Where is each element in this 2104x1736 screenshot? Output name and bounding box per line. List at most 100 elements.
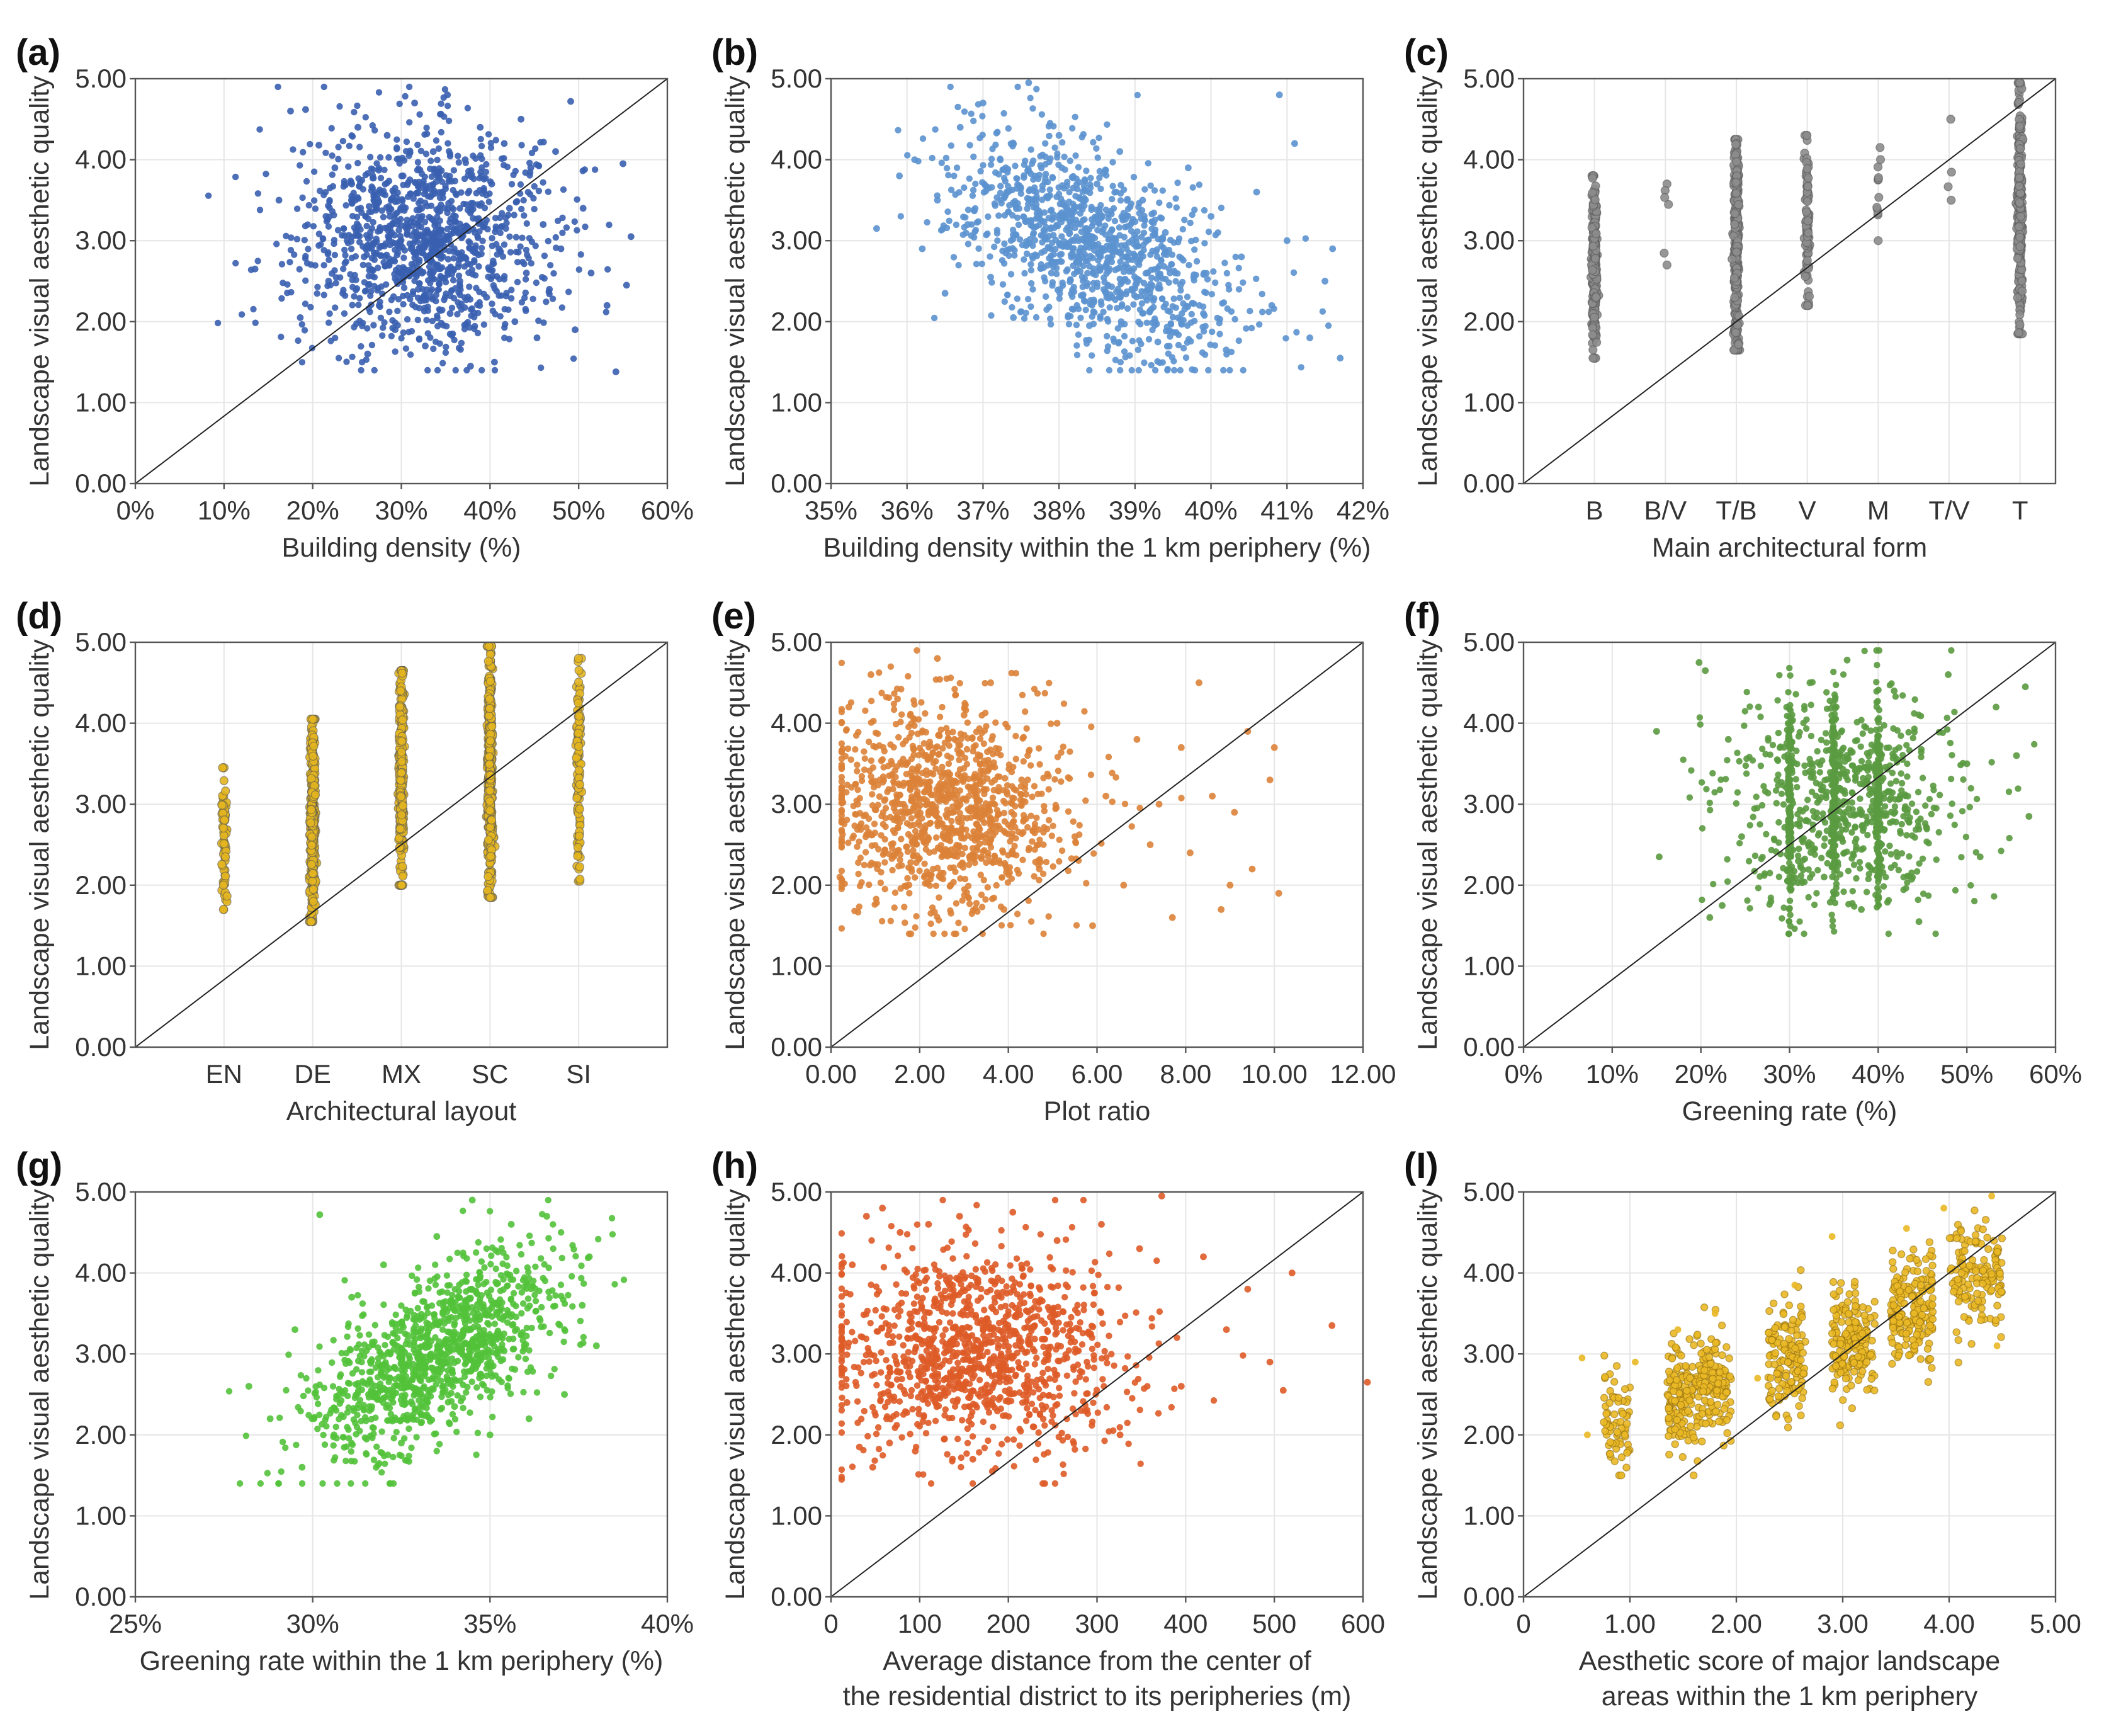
data-point xyxy=(1136,337,1143,344)
data-point xyxy=(873,225,880,232)
data-point xyxy=(373,205,380,212)
data-point xyxy=(448,271,455,278)
data-point xyxy=(1172,195,1179,202)
data-point xyxy=(1071,270,1078,278)
data-point xyxy=(437,307,444,314)
data-point xyxy=(1027,267,1035,274)
data-point xyxy=(322,213,330,220)
data-point xyxy=(1141,222,1148,229)
data-point xyxy=(572,793,582,803)
data-point xyxy=(1036,171,1043,179)
data-point xyxy=(480,187,487,194)
data-point xyxy=(302,106,309,113)
data-point xyxy=(574,654,583,663)
data-point xyxy=(305,201,312,209)
data-point xyxy=(1253,275,1260,282)
data-point xyxy=(503,290,510,297)
data-point xyxy=(507,249,514,256)
data-point xyxy=(371,274,378,281)
data-point xyxy=(1592,292,1601,302)
data-point xyxy=(947,83,954,91)
data-point xyxy=(1104,281,1112,288)
data-point xyxy=(558,304,565,311)
data-point xyxy=(1026,195,1033,202)
data-point xyxy=(397,736,407,746)
data-point xyxy=(1588,241,1598,251)
data-point xyxy=(1874,236,1883,246)
data-point xyxy=(484,225,491,233)
data-point xyxy=(1943,182,1953,191)
data-point xyxy=(1065,314,1072,321)
data-point xyxy=(1158,215,1165,222)
data-point xyxy=(1172,304,1180,311)
data-points xyxy=(873,79,1344,374)
data-point xyxy=(535,188,543,195)
data-point xyxy=(522,169,529,176)
data-point xyxy=(256,207,264,213)
data-point xyxy=(1015,221,1022,229)
data-point xyxy=(1021,315,1028,322)
data-point xyxy=(565,288,572,295)
data-points xyxy=(205,83,635,375)
data-point xyxy=(364,325,371,332)
data-point xyxy=(994,237,1001,244)
data-point xyxy=(441,86,449,93)
data-point xyxy=(1064,224,1072,231)
data-point xyxy=(991,200,998,207)
data-point xyxy=(924,218,930,226)
data-point xyxy=(252,319,259,326)
data-point xyxy=(1167,237,1174,244)
data-point xyxy=(387,258,394,265)
data-point xyxy=(1212,279,1219,286)
data-point xyxy=(438,227,444,234)
data-point xyxy=(397,810,406,820)
data-point xyxy=(290,146,297,153)
data-point xyxy=(1247,307,1253,315)
data-point xyxy=(1235,264,1242,271)
data-point xyxy=(1080,131,1087,138)
data-point xyxy=(946,217,953,224)
data-point xyxy=(315,242,322,249)
data-point xyxy=(1109,227,1116,234)
data-point xyxy=(1200,310,1207,317)
data-point xyxy=(1188,310,1196,318)
data-point xyxy=(407,245,415,252)
data-point xyxy=(1178,255,1185,262)
data-point xyxy=(1014,83,1021,91)
data-point xyxy=(582,224,589,230)
data-point xyxy=(1151,366,1159,374)
data-point xyxy=(895,127,902,133)
data-point xyxy=(432,338,439,345)
data-point xyxy=(970,153,977,161)
data-point xyxy=(433,137,440,144)
data-point xyxy=(517,243,524,250)
data-point xyxy=(942,154,950,162)
data-point xyxy=(1038,249,1045,256)
data-point xyxy=(444,103,451,110)
data-point xyxy=(478,156,485,162)
data-point xyxy=(1148,225,1155,232)
data-point xyxy=(572,326,579,334)
data-point xyxy=(2015,310,2025,320)
data-point xyxy=(377,174,385,181)
data-point xyxy=(1131,253,1139,261)
data-point xyxy=(1175,331,1182,338)
data-point xyxy=(1298,364,1304,371)
data-point xyxy=(336,103,343,110)
data-point xyxy=(395,239,403,246)
data-point xyxy=(1189,366,1196,373)
data-point xyxy=(404,292,411,299)
data-point xyxy=(1048,224,1055,231)
data-point xyxy=(1029,242,1036,249)
data-point xyxy=(2017,276,2027,286)
data-point xyxy=(1133,293,1140,300)
data-point xyxy=(1168,354,1176,361)
data-point xyxy=(254,190,261,197)
data-point xyxy=(349,213,356,220)
data-point xyxy=(1022,309,1029,317)
data-point xyxy=(1082,234,1089,241)
data-point xyxy=(436,195,444,201)
x-tick-label: 50% xyxy=(552,496,605,525)
data-point xyxy=(508,181,516,188)
